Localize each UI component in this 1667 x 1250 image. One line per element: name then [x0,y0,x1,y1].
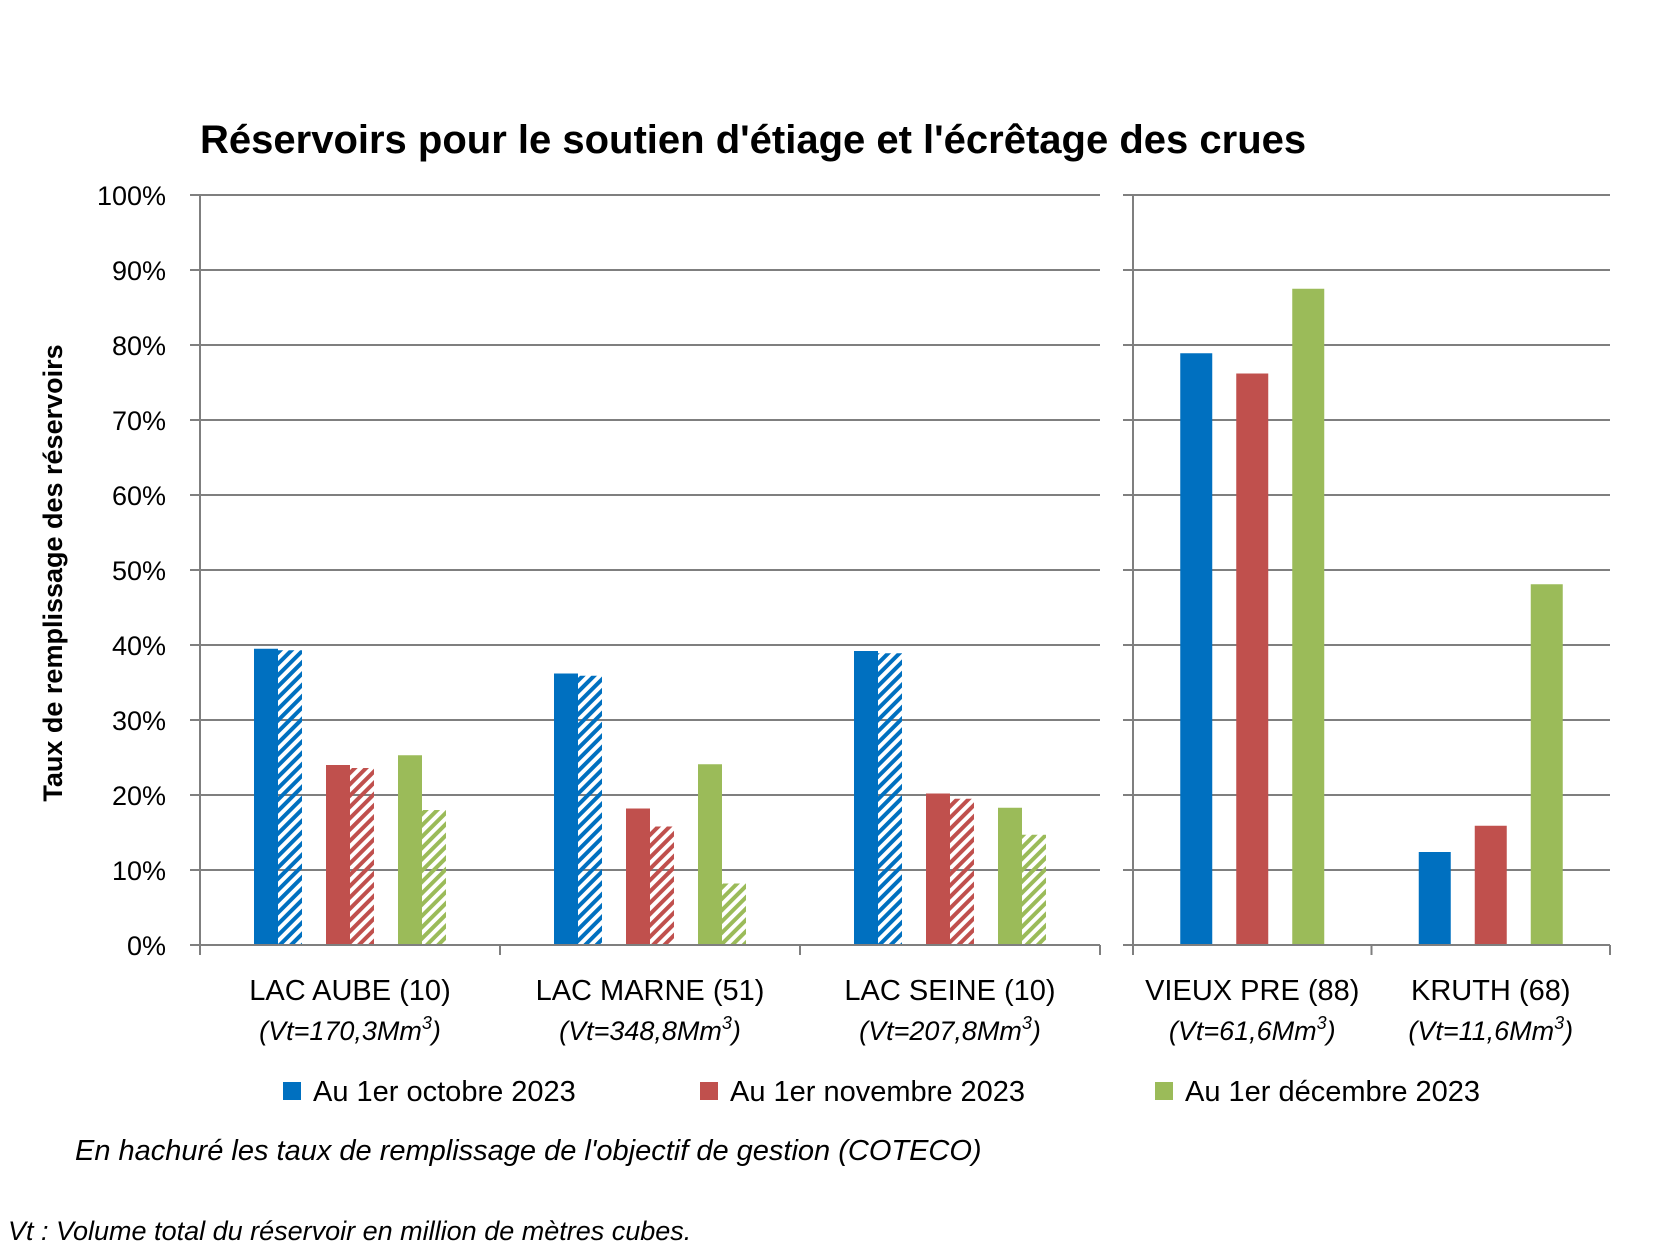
bar-Au 1er octobre 2023 [854,651,878,945]
y-tick-label: 10% [112,856,166,886]
category-label: KRUTH (68) [1411,975,1571,1007]
volume-label: (Vt=11,6Mm3) [1408,1013,1573,1046]
volume-label: (Vt=61,6Mm3) [1169,1013,1336,1046]
category-label: VIEUX PRE (88) [1145,975,1359,1007]
y-tick-label: 90% [112,256,166,286]
chart-title: Réservoirs pour le soutien d'étiage et l… [200,118,1306,162]
objective-bar [950,798,974,945]
hatch-note: En hachuré les taux de remplissage de l'… [75,1135,982,1167]
legend: Au 1er octobre 2023 Au 1er novembre 2023 A… [283,1076,1480,1108]
legend-swatch [700,1082,718,1100]
bar-Au 1er novembre 2023 [626,808,650,945]
legend-swatch [1155,1082,1173,1100]
category-label: LAC SEINE (10) [844,975,1055,1007]
volume-label: (Vt=348,8Mm3) [559,1013,741,1046]
objective-bar [578,675,602,945]
y-tick-label: 50% [112,556,166,586]
y-tick-label: 0% [127,931,166,961]
objective-bar [422,810,446,945]
x-axes [199,195,1611,955]
y-tick-label: 70% [112,406,166,436]
vt-footnote: Vt : Volume total du réservoir en millio… [8,1216,691,1246]
bar-Au 1er décembre 2023 [998,807,1022,945]
category-labels: LAC AUBE (10) (Vt=170,3Mm3) LAC MARNE (51)… [249,975,1573,1046]
y-tick-label: 20% [112,781,166,811]
legend-label: Au 1er octobre 2023 [313,1076,576,1108]
y-tick-label: 40% [112,631,166,661]
bar-Au 1er novembre 2023 [1474,825,1507,945]
y-tick-label: 100% [97,181,166,211]
bar-Au 1er octobre 2023 [1180,353,1213,945]
y-axis-label: Taux de remplissage des réservoirs [38,344,68,801]
category-label: LAC MARNE (51) [536,975,765,1007]
y-tick-label: 30% [112,706,166,736]
bar-Au 1er décembre 2023 [1530,584,1563,945]
y-tick-label: 60% [112,481,166,511]
volume-label: (Vt=170,3Mm3) [259,1013,441,1046]
bar-Au 1er novembre 2023 [926,793,950,945]
volume-label: (Vt=207,8Mm3) [859,1013,1041,1046]
bar-Au 1er novembre 2023 [1236,373,1269,945]
objective-bar [278,650,302,945]
objective-bar [878,653,902,945]
objective-bar [350,768,374,945]
y-tick-labels: 0% 10% 20% 30% 40% 50% 60% 70% 80% 90% 100% [97,181,166,961]
legend-label: Au 1er novembre 2023 [730,1076,1025,1108]
bars [254,288,1563,945]
category-label: LAC AUBE (10) [249,975,450,1007]
legend-label: Au 1er décembre 2023 [1185,1076,1480,1108]
objective-bar [722,883,746,945]
bar-Au 1er octobre 2023 [254,648,278,945]
bar-Au 1er octobre 2023 [1418,852,1451,945]
legend-swatch [283,1082,301,1100]
objective-bar [1022,834,1046,945]
y-tick-label: 80% [112,331,166,361]
bar-Au 1er décembre 2023 [1292,288,1325,945]
bar-Au 1er octobre 2023 [554,673,578,945]
bar-Au 1er décembre 2023 [698,764,722,945]
objective-bar [650,826,674,945]
bar-Au 1er décembre 2023 [398,755,422,945]
bar-Au 1er novembre 2023 [326,765,350,945]
